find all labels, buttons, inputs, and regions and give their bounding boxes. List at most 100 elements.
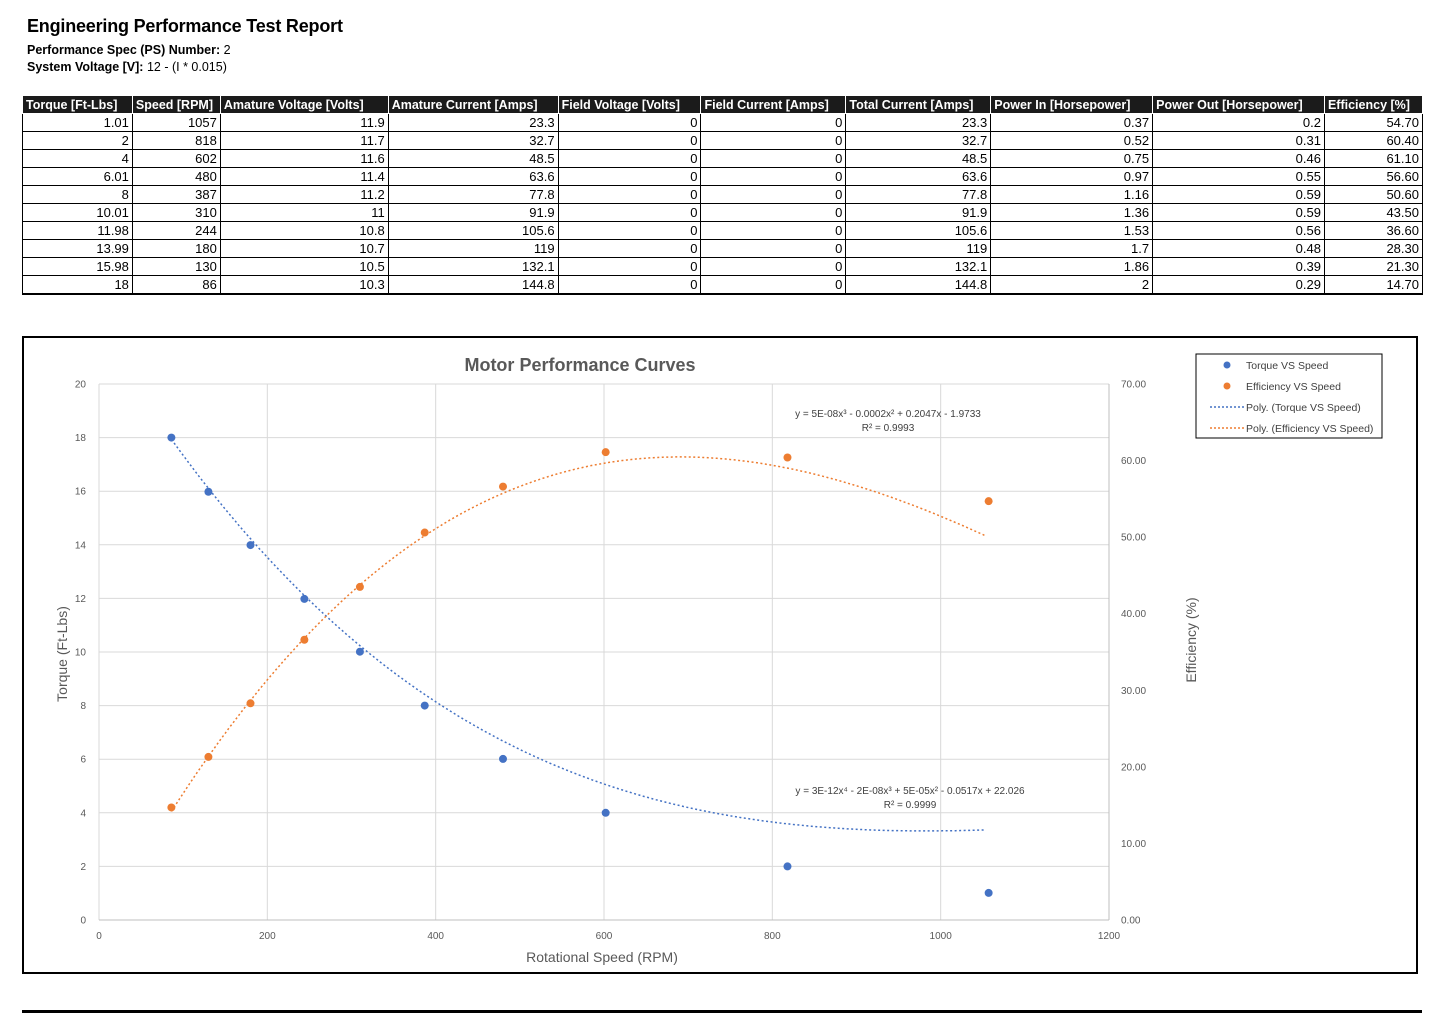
efficiency-data-point — [499, 482, 507, 491]
table-cell: 0.46 — [1152, 149, 1325, 168]
table-cell: 61.10 — [1323, 149, 1424, 168]
table-cell: 56.60 — [1323, 167, 1424, 186]
table-cell: 60.40 — [1323, 131, 1424, 150]
table-cell: 0.97 — [990, 167, 1154, 186]
table-cell: 21.30 — [1323, 257, 1424, 276]
report-header: Engineering Performance Test Report Perf… — [27, 16, 343, 77]
table-cell: 32.7 — [387, 131, 559, 150]
torque-data-point — [783, 862, 792, 871]
table-cell: 0.37 — [990, 113, 1154, 132]
column-header: Torque [Ft-Lbs] — [22, 95, 133, 114]
table-cell: 0 — [557, 131, 702, 150]
table-cell: 50.60 — [1323, 185, 1424, 204]
torque-data-point — [601, 808, 610, 817]
table-cell: 11.2 — [219, 185, 389, 204]
performance-spec-label: Performance Spec (PS) Number: — [27, 43, 221, 57]
y-tick-label: 16 — [75, 487, 87, 498]
x-tick-label: 1200 — [1098, 931, 1121, 942]
table-cell: 8 — [22, 185, 133, 204]
column-header: Amature Current [Amps] — [387, 95, 559, 114]
column-header: Power Out [Horsepower] — [1152, 95, 1325, 114]
chart-title: Motor Performance Curves — [464, 355, 695, 375]
efficiency-data-point — [355, 582, 364, 591]
efficiency-trend-equation: y = 5E-08x³ - 0.0002x² + 0.2047x - 1.973… — [795, 409, 981, 420]
table-cell: 0 — [700, 239, 847, 258]
table-cell: 0 — [557, 275, 702, 295]
torque-data-point — [300, 594, 309, 603]
table-row: 8 387 11.2 77.8 0 0 77.8 1.16 0.59 50.60 — [22, 185, 1424, 204]
table-cell: 0.55 — [1152, 167, 1325, 186]
table-row: 1.01 1057 11.9 23.3 0 0 23.3 0.37 0.2 54.70 — [22, 113, 1424, 132]
table-cell: 28.30 — [1323, 239, 1424, 258]
y-axis-label: Torque (Ft-Lbs) — [54, 606, 70, 702]
table-cell: 0.75 — [990, 149, 1154, 168]
table-cell: 480 — [131, 167, 221, 186]
table-cell: 1057 — [131, 113, 221, 132]
table-cell: 23.3 — [845, 113, 992, 132]
table-cell: 77.8 — [845, 185, 992, 204]
performance-spec-line: Performance Spec (PS) Number: 2 — [27, 43, 343, 57]
table-cell: 48.5 — [845, 149, 992, 168]
table-cell: 0 — [700, 257, 847, 276]
y-tick-label: 2 — [80, 862, 86, 873]
table-cell: 0.29 — [1152, 275, 1325, 295]
table-row: 15.98 130 10.5 132.1 0 0 132.1 1.86 0.39 21.30 — [22, 257, 1424, 276]
table-cell: 0.2 — [1152, 113, 1325, 132]
table-body: 1.01 1057 11.9 23.3 0 0 23.3 0.37 0.2 54.70 2 818 11… — [22, 113, 1424, 295]
table-cell: 0 — [557, 149, 702, 168]
torque-trend-r2: R² = 0.9999 — [884, 800, 937, 811]
table-cell: 0 — [700, 185, 847, 204]
table-cell: 4 — [22, 149, 133, 168]
column-header: Speed [RPM] — [131, 95, 221, 114]
table-cell: 86 — [131, 275, 221, 295]
y2-tick-label: 40.00 — [1121, 609, 1146, 620]
table-cell: 0 — [700, 167, 847, 186]
torque-data-point — [499, 754, 507, 763]
table-cell: 0.59 — [1152, 203, 1325, 222]
table-row: 11.98 244 10.8 105.6 0 0 105.6 1.53 0.56 36.60 — [22, 221, 1424, 240]
table-cell: 1.7 — [990, 239, 1154, 258]
table-cell: 43.50 — [1323, 203, 1424, 222]
system-voltage-label: System Voltage [V]: — [27, 60, 144, 74]
legend-label-efficiency: Efficiency VS Speed — [1246, 381, 1341, 393]
table-cell: 63.6 — [387, 167, 559, 186]
efficiency-data-point — [300, 635, 309, 644]
column-header: Field Voltage [Volts] — [557, 95, 702, 114]
table-cell: 144.8 — [845, 275, 992, 295]
column-header: Field Current [Amps] — [700, 95, 847, 114]
y2-tick-label: 60.00 — [1121, 456, 1146, 467]
table-cell: 91.9 — [845, 203, 992, 222]
efficiency-data-point — [246, 699, 255, 708]
table-cell: 13.99 — [22, 239, 133, 258]
table-cell: 0 — [557, 203, 702, 222]
table-cell: 119 — [387, 239, 559, 258]
table-row: 18 86 10.3 144.8 0 0 144.8 2 0.29 14.70 — [22, 275, 1424, 295]
y-tick-label: 8 — [80, 701, 86, 712]
table-cell: 2 — [22, 131, 133, 150]
efficiency-data-point — [167, 803, 176, 812]
table-cell: 0.59 — [1152, 185, 1325, 204]
legend-label-torque-trend: Poly. (Torque VS Speed) — [1246, 402, 1361, 414]
performance-data-table: Torque [Ft-Lbs] Speed [RPM] Amature Volt… — [22, 95, 1424, 295]
table-cell: 36.60 — [1323, 221, 1424, 240]
table-cell: 602 — [131, 149, 221, 168]
trendlines — [170, 438, 987, 832]
table-cell: 0 — [700, 221, 847, 240]
table-cell: 0 — [700, 203, 847, 222]
table-cell: 11.9 — [219, 113, 389, 132]
table-cell: 1.16 — [990, 185, 1154, 204]
x-tick-label: 400 — [427, 931, 444, 942]
x-tick-label: 600 — [596, 931, 613, 942]
table-cell: 10.8 — [219, 221, 389, 240]
table-cell: 0 — [700, 275, 847, 295]
y-tick-label: 0 — [80, 916, 86, 927]
efficiency-data-point — [783, 453, 792, 462]
efficiency-data-point — [601, 448, 610, 457]
y2-tick-label: 50.00 — [1121, 533, 1146, 544]
legend-label-efficiency-trend: Poly. (Efficiency VS Speed) — [1246, 423, 1373, 435]
legend-label-torque: Torque VS Speed — [1246, 360, 1328, 372]
table-cell: 0 — [557, 185, 702, 204]
table-cell: 0 — [557, 239, 702, 258]
table-row: 4 602 11.6 48.5 0 0 48.5 0.75 0.46 61.10 — [22, 149, 1424, 168]
